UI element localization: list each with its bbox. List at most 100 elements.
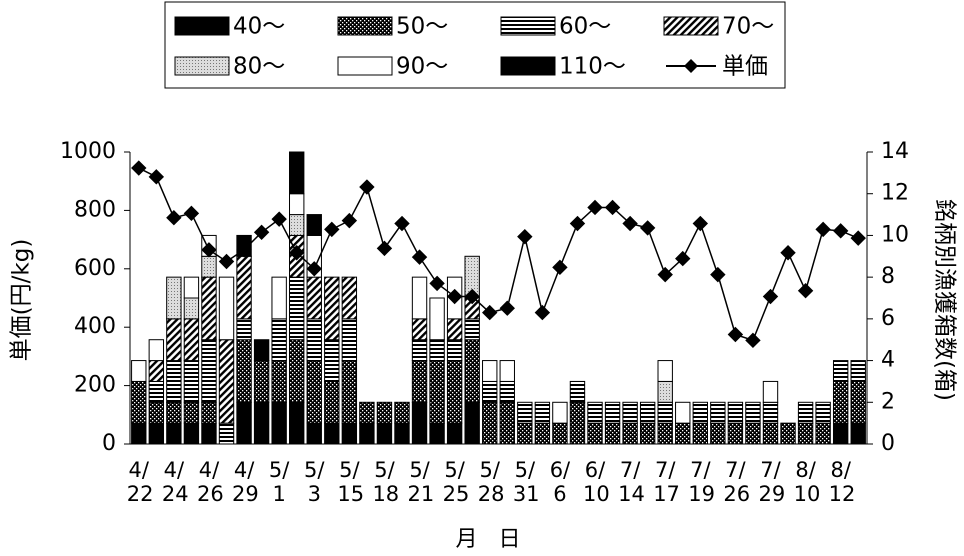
- bar-segment: [675, 401, 691, 424]
- bar-segment: [587, 422, 603, 445]
- y2-tick-label: 0: [881, 431, 895, 456]
- x-tick-label: 6/ 10: [583, 458, 610, 506]
- bar-segment: [324, 380, 340, 424]
- price-marker: [569, 215, 586, 232]
- legend-swatch: [500, 56, 556, 76]
- bar-segment: [780, 422, 796, 445]
- bar-segment: [166, 422, 182, 445]
- bar-segment: [183, 401, 200, 424]
- x-tick-label: 5/ 28: [477, 458, 505, 506]
- price-marker: [131, 160, 147, 176]
- legend-box: [164, 1, 786, 89]
- bar-segment: [604, 401, 621, 424]
- bar-segment: [306, 318, 322, 362]
- bar-segment: [815, 401, 831, 424]
- bar-segment: [832, 380, 849, 424]
- price-marker: [604, 199, 621, 216]
- y2-tick-label: 4: [881, 348, 895, 373]
- price-marker: [201, 242, 217, 258]
- y2-tick-label: 10: [881, 222, 909, 247]
- bar-segment: [183, 360, 200, 403]
- bar-segment: [482, 360, 498, 382]
- legend-label: 70～: [722, 14, 774, 40]
- bar-segment: [675, 422, 691, 445]
- bar-segment: [657, 401, 673, 424]
- x-tick-label: 7/ 17: [653, 458, 680, 506]
- bar-segment: [639, 422, 656, 445]
- legend-swatch: [337, 16, 393, 36]
- bar-segment: [499, 401, 515, 445]
- bar-segment: [236, 255, 252, 320]
- bar-segment: [832, 422, 849, 445]
- bar-segment: [815, 422, 831, 445]
- bar-segment: [183, 297, 200, 320]
- bar-segment: [850, 360, 866, 382]
- bar-segment: [727, 422, 744, 445]
- legend-label: 110～: [559, 54, 626, 80]
- price-marker: [166, 209, 182, 226]
- bar-segment: [850, 380, 866, 424]
- bar-segment: [745, 422, 761, 445]
- bar-segment: [201, 422, 217, 445]
- bar-segment: [411, 339, 428, 362]
- price-marker: [517, 228, 533, 245]
- x-tick-label: 5/ 1: [268, 458, 290, 506]
- bar-segment: [289, 401, 305, 445]
- price-marker: [376, 240, 393, 257]
- bar-segment: [131, 360, 147, 382]
- bar-segment: [271, 360, 287, 403]
- price-marker: [148, 169, 165, 185]
- price-marker: [236, 242, 252, 258]
- price-marker: [639, 220, 656, 236]
- bar-segment: [201, 401, 217, 424]
- price-marker: [482, 304, 498, 321]
- bar-segment: [692, 401, 708, 424]
- bar-segment: [411, 318, 428, 341]
- bar-segment: [289, 276, 305, 341]
- bar-segment: [534, 422, 551, 445]
- bar-segment: [218, 422, 235, 445]
- price-marker: [815, 221, 831, 238]
- bar-segment: [341, 276, 358, 320]
- bar-segment: [166, 318, 182, 362]
- legend-swatch: [663, 16, 719, 36]
- bar-segment: [429, 422, 445, 445]
- bar-segment: [745, 401, 761, 424]
- price-marker: [394, 215, 410, 232]
- bar-segment: [289, 151, 305, 195]
- bar-segment: [306, 360, 322, 424]
- x-tick-label: 4/ 22: [126, 458, 154, 506]
- bar-segment: [218, 339, 235, 424]
- x-tick-label: 7/ 19: [688, 458, 716, 506]
- price-marker: [341, 212, 358, 229]
- price-marker: [727, 326, 744, 343]
- legend-label: 60～: [559, 14, 611, 40]
- y2-tick-label: 6: [881, 306, 895, 331]
- bar-segment: [446, 339, 463, 362]
- bar-segment: [166, 276, 182, 320]
- price-marker: [832, 223, 849, 239]
- bar-segment: [341, 318, 358, 362]
- price-marker: [464, 288, 480, 305]
- x-tick-label: 4/ 29: [232, 458, 259, 506]
- bar-segment: [534, 401, 551, 424]
- y2-tick-label: 2: [881, 389, 895, 414]
- bar-segment: [762, 401, 779, 424]
- y-axis-label: 単価(円/kg): [9, 239, 35, 362]
- x-tick-label: 5/ 18: [372, 458, 400, 506]
- x-tick-label: 5/ 3: [304, 458, 325, 506]
- bar-segment: [236, 401, 252, 445]
- y2-tick-label: 14: [881, 139, 909, 164]
- y-tick-label: 1000: [60, 139, 116, 164]
- legend-swatch: [337, 56, 393, 76]
- bar-segment: [289, 339, 305, 403]
- price-marker: [218, 253, 235, 270]
- x-tick-label: 5/ 15: [337, 458, 365, 506]
- bar-segment: [236, 318, 252, 341]
- bar-segment: [359, 422, 375, 445]
- bar-segment: [166, 401, 182, 424]
- bar-segment: [148, 422, 165, 445]
- bar-segment: [657, 422, 673, 445]
- y-tick-label: 200: [74, 373, 116, 398]
